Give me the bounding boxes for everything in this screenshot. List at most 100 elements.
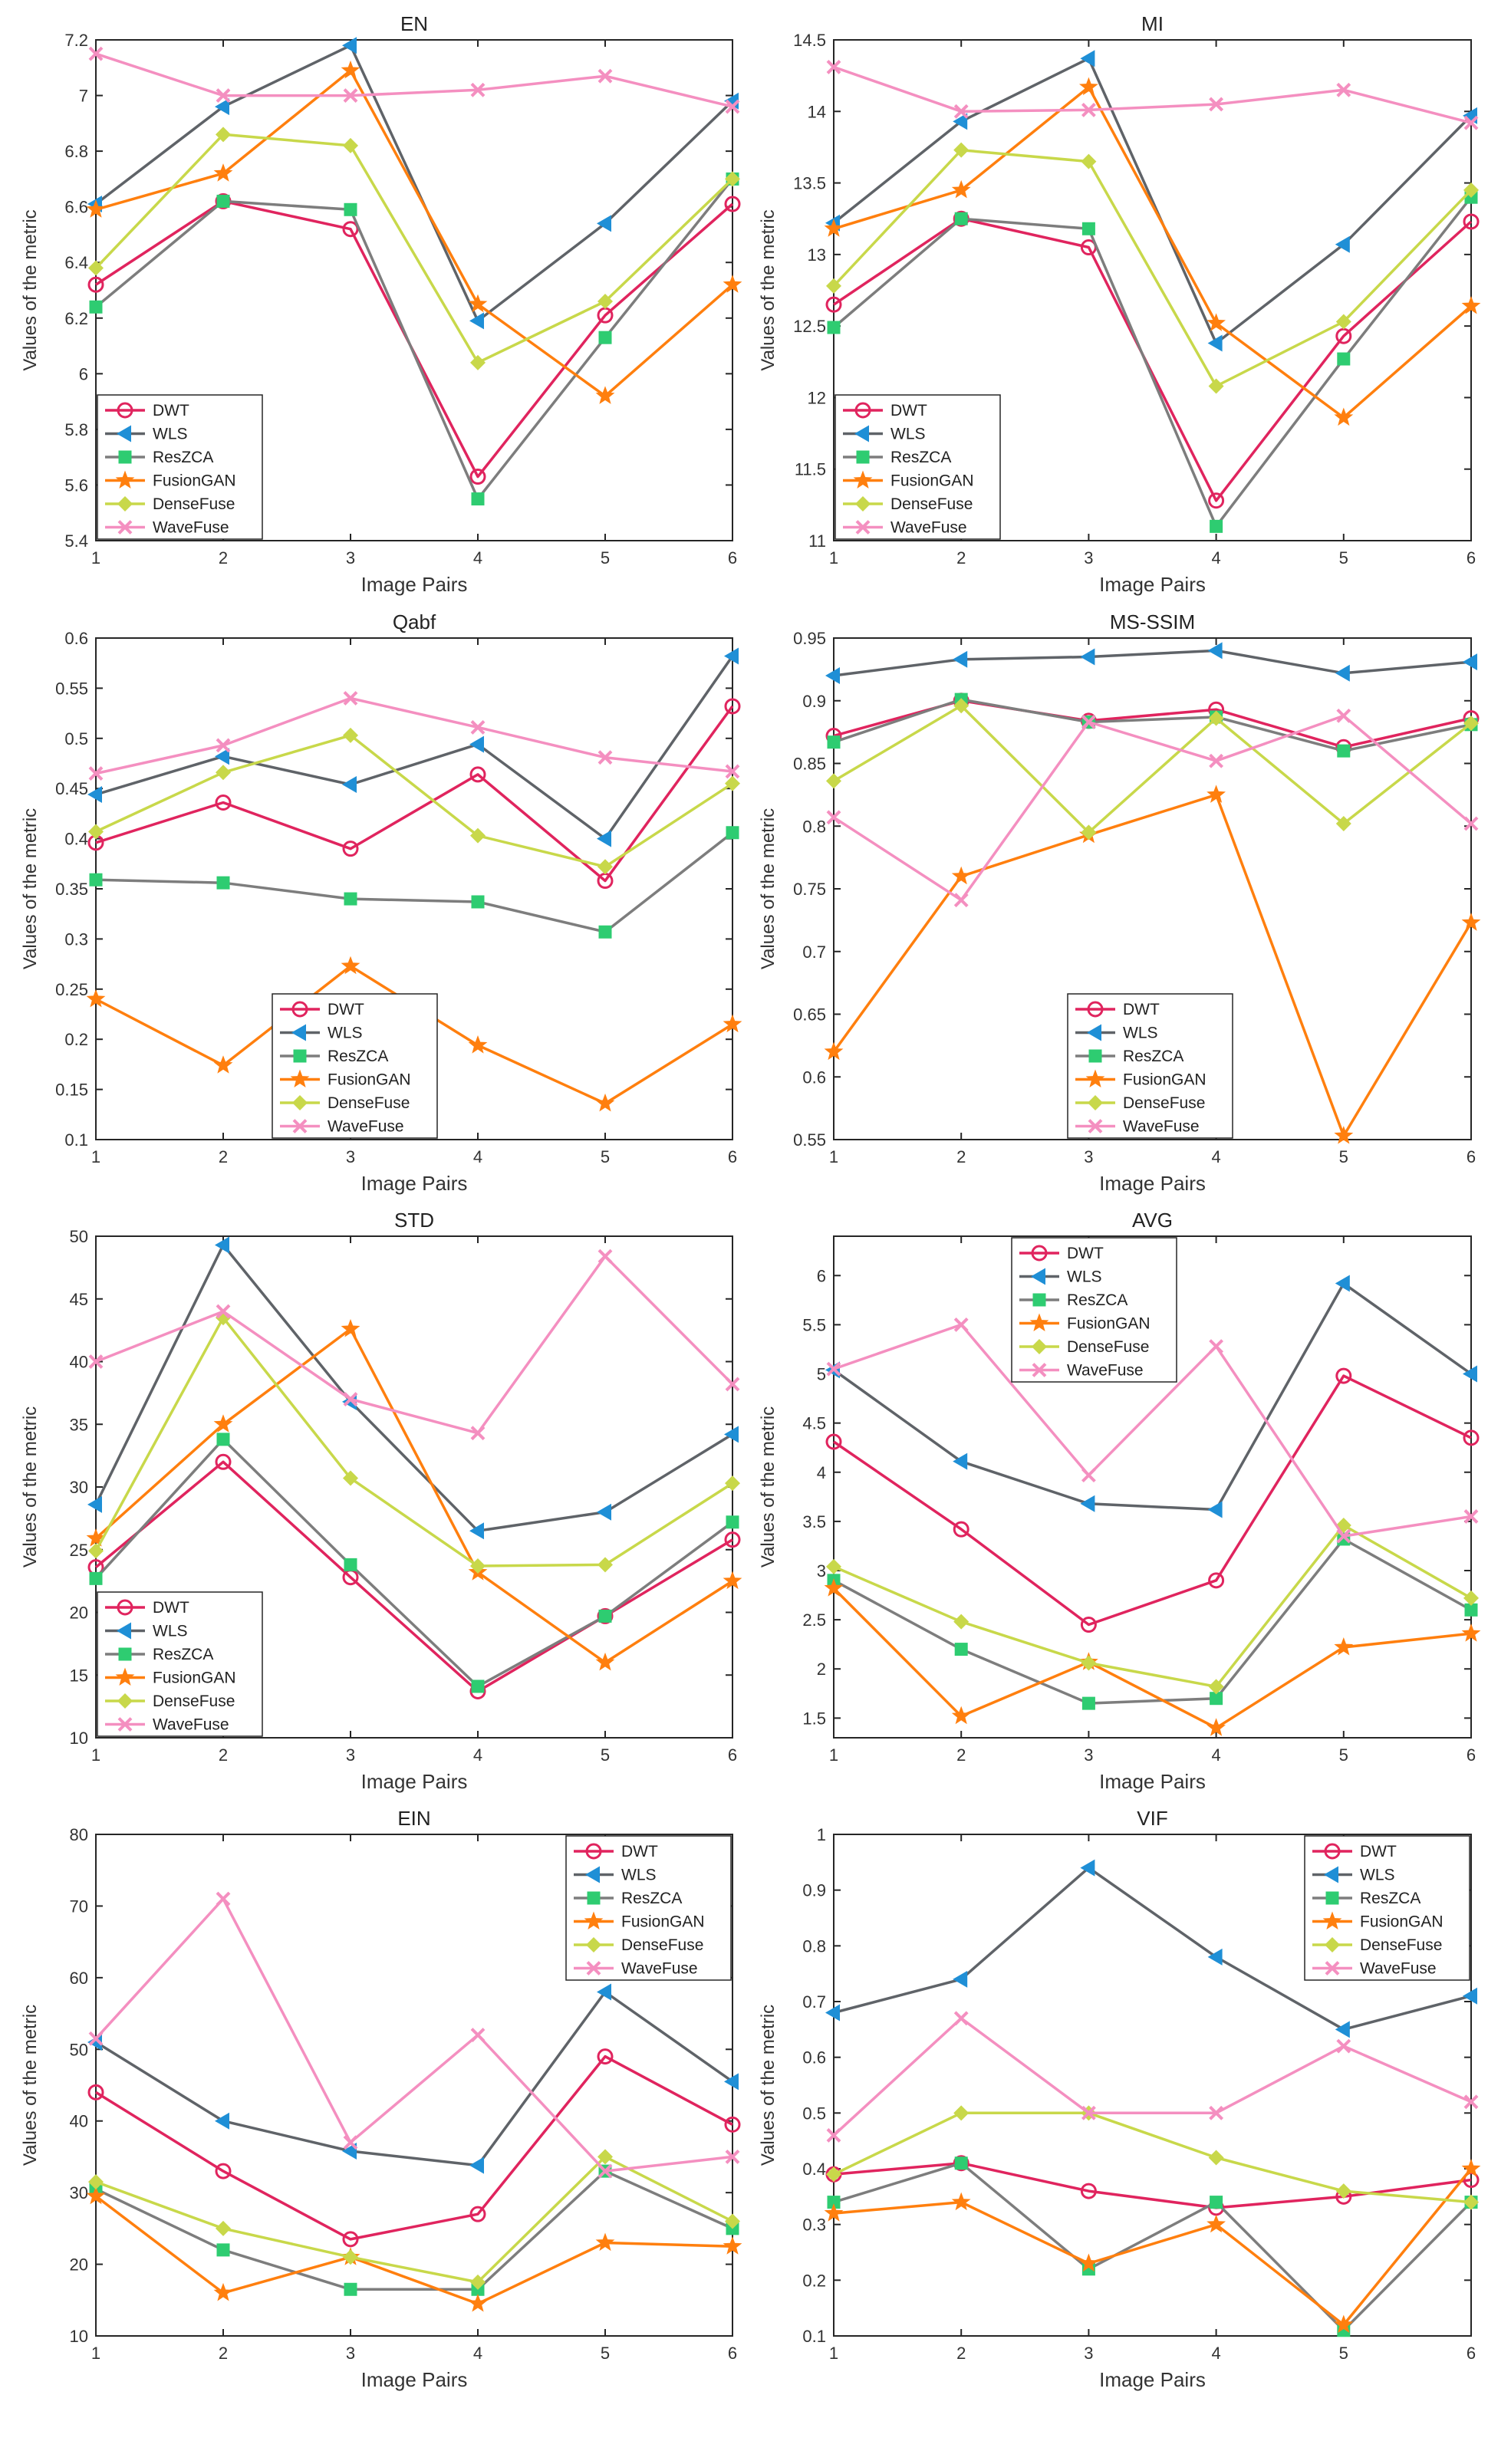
x-tick-label: 4 — [473, 548, 482, 567]
series-line — [95, 2054, 733, 2241]
legend-label: WLS — [153, 426, 188, 443]
data-point — [344, 202, 357, 216]
series-line — [95, 734, 733, 868]
data-point — [725, 775, 740, 791]
data-point — [1463, 182, 1479, 198]
data-point — [89, 300, 103, 314]
y-tick-label: 11 — [808, 531, 826, 551]
data-point — [216, 1304, 231, 1319]
data-point — [724, 698, 741, 715]
data-point — [826, 2166, 841, 2183]
y-tick-label: 25 — [70, 1541, 88, 1560]
x-tick-label: 4 — [1211, 1745, 1220, 1765]
legend-label: FusionGAN — [153, 472, 236, 490]
y-tick-label: 35 — [70, 1415, 88, 1434]
y-tick-label: 0.7 — [802, 1992, 826, 2012]
y-tick-label: 5 — [817, 1365, 826, 1384]
data-point — [1463, 115, 1479, 130]
data-point — [598, 331, 612, 344]
y-tick-label: 60 — [70, 1969, 88, 1988]
data-point — [1463, 1987, 1477, 2005]
data-point — [1463, 1365, 1477, 1383]
legend-label: WLS — [1360, 1867, 1395, 1884]
series-dwt — [87, 1453, 741, 1700]
data-point — [1210, 519, 1223, 533]
data-point — [725, 2213, 740, 2229]
series-densefuse — [826, 142, 1479, 394]
data-point — [1463, 2094, 1479, 2110]
y-tick-label: 12 — [808, 388, 826, 407]
data-point — [723, 2236, 742, 2255]
data-point — [597, 294, 613, 310]
data-point — [343, 2135, 358, 2150]
legend-label: FusionGAN — [1123, 1071, 1206, 1089]
legend-marker — [117, 1622, 131, 1640]
series-line — [94, 1243, 733, 1532]
legend-box — [97, 394, 263, 540]
data-point — [953, 698, 969, 714]
x-tick-label: 5 — [601, 1745, 610, 1765]
series-fusiongan — [86, 60, 742, 404]
data-point — [1207, 642, 1223, 660]
y-tick-label: 13 — [808, 245, 826, 265]
x-axis-label: Image Pairs — [1099, 1770, 1206, 1793]
x-axis-label: Image Pairs — [361, 573, 468, 596]
legend-label: ResZCA — [1360, 1890, 1420, 1907]
legend-label: WaveFuse — [1067, 1362, 1144, 1380]
data-point — [1335, 235, 1350, 253]
y-tick-label: 0.8 — [802, 817, 826, 836]
data-point — [1335, 314, 1351, 330]
series-wavefuse — [88, 1248, 740, 1441]
y-tick-label: 70 — [70, 1897, 88, 1916]
data-point — [342, 775, 357, 793]
series-line — [833, 65, 1472, 124]
data-point — [1206, 785, 1226, 803]
legend-marker — [856, 450, 870, 464]
legend-box — [1304, 1835, 1470, 1981]
x-tick-label: 6 — [1467, 1745, 1476, 1765]
chart-title: AVG — [1132, 1209, 1173, 1232]
legend-marker — [1324, 1866, 1338, 1883]
legend-marker — [292, 1095, 308, 1110]
data-point — [215, 2163, 232, 2179]
x-tick-label: 4 — [1211, 1147, 1220, 1166]
chart-en: EN 1 2 3 4 5 6 5.4 5.6 5.8 6 6.2 6.4 6.6 6.8 7 7.2 Image … — [20, 12, 742, 596]
data-point — [951, 866, 971, 885]
series-line — [832, 1587, 1472, 1729]
y-tick-label: 14 — [808, 102, 826, 121]
data-point — [1210, 2196, 1223, 2209]
data-point — [597, 1983, 611, 2001]
data-point — [1207, 334, 1223, 352]
data-point — [723, 275, 742, 293]
x-axis-label: Image Pairs — [361, 1172, 468, 1195]
data-point — [825, 296, 842, 313]
data-point — [953, 113, 968, 130]
legend-marker — [1325, 1937, 1340, 1952]
y-axis-label: Values of the metric — [758, 1406, 779, 1568]
y-tick-label: 12.5 — [793, 317, 826, 336]
legend-label: WLS — [890, 426, 926, 443]
data-point — [725, 764, 740, 779]
data-point — [826, 278, 841, 294]
legend-label: FusionGAN — [328, 1071, 411, 1089]
data-point — [598, 1609, 612, 1623]
legend-marker — [853, 470, 873, 489]
legend-marker — [1032, 1293, 1046, 1307]
y-tick-label: 50 — [70, 1227, 88, 1246]
series-line — [95, 696, 733, 775]
y-tick-label: 40 — [70, 1353, 88, 1372]
data-point — [723, 1571, 742, 1590]
legend-label: WaveFuse — [1123, 1118, 1200, 1136]
data-point — [725, 1377, 740, 1392]
data-point — [470, 1426, 486, 1441]
series-line — [832, 793, 1473, 1137]
data-point — [826, 60, 841, 74]
chart-title: MS-SSIM — [1110, 610, 1195, 633]
data-point — [469, 735, 484, 753]
x-tick-label: 4 — [1211, 548, 1220, 567]
data-point — [1209, 97, 1224, 112]
data-point — [824, 219, 844, 237]
